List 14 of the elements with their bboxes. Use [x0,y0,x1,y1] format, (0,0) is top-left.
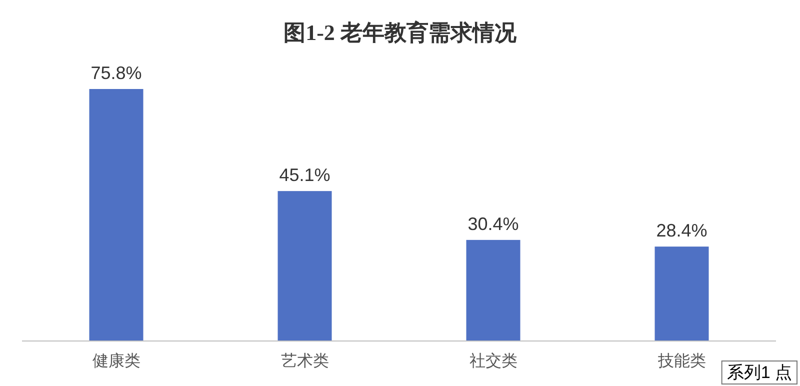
x-tick-label: 艺术类 [280,352,329,370]
text: 系列1 点 [726,363,792,382]
data-label: 30.4% [468,214,519,234]
bar [278,191,332,341]
data-label: 45.1% [279,165,330,186]
data-label: 75.8% [90,63,142,83]
bar [466,240,520,341]
chart-title: 图1-2 老年教育需求情况 [284,20,518,45]
data-label: 28.4% [656,220,708,241]
x-tick-label: 健康类 [92,352,140,370]
x-tick-label: 技能类 [656,352,706,370]
bar [89,89,144,341]
x-tick-label: 社交类 [469,352,518,370]
bar [654,246,709,341]
